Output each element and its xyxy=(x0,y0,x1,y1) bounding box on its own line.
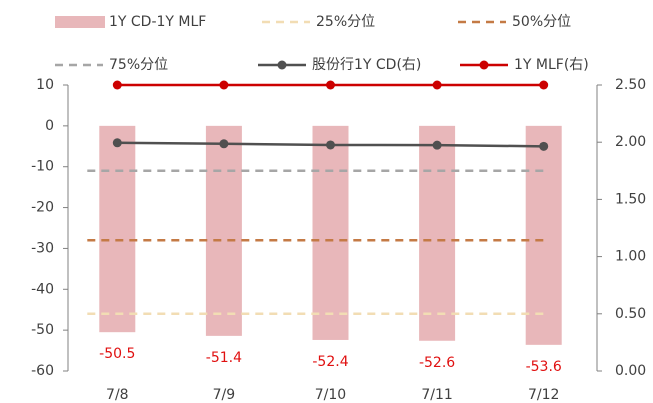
data-label: -52.6 xyxy=(419,355,455,371)
data-label: -50.5 xyxy=(99,346,135,362)
y2-tick-label: 1.50 xyxy=(615,191,646,207)
y-tick-label: 0 xyxy=(45,118,54,134)
marker xyxy=(112,80,122,90)
legend-label: 股份行1Y CD(右) xyxy=(312,57,421,73)
data-label: -52.4 xyxy=(312,354,348,370)
y2-tick-label: 0.00 xyxy=(615,363,646,379)
legend-marker xyxy=(277,60,287,70)
marker xyxy=(432,80,442,90)
data-label: -53.6 xyxy=(526,359,562,375)
marker xyxy=(432,140,442,150)
bar xyxy=(99,125,136,333)
y-tick-label: -60 xyxy=(31,363,54,379)
marker xyxy=(219,139,229,149)
legend-label: 75%分位 xyxy=(109,57,168,73)
marker xyxy=(112,138,122,148)
y-tick-label: -40 xyxy=(31,281,54,297)
marker xyxy=(326,140,335,150)
legend-label: 50%分位 xyxy=(512,14,571,30)
y-tick-label: -50 xyxy=(31,322,54,338)
legend-swatch xyxy=(55,16,105,28)
legend-label: 1Y CD-1Y MLF xyxy=(109,14,206,30)
y-tick-label: -30 xyxy=(31,240,54,256)
marker xyxy=(539,80,549,90)
y2-tick-label: 0.50 xyxy=(615,306,646,322)
data-label: -51.4 xyxy=(206,350,242,366)
marker xyxy=(326,80,335,90)
bar xyxy=(419,125,456,341)
y-tick-label: 10 xyxy=(36,77,54,93)
legend-marker xyxy=(479,60,489,70)
y-tick-label: -10 xyxy=(31,159,54,175)
x-tick-label: 7/12 xyxy=(528,387,559,403)
y-tick-label: -20 xyxy=(31,200,54,216)
legend-label: 1Y MLF(右) xyxy=(514,57,589,73)
y2-tick-label: 1.00 xyxy=(615,249,646,265)
x-tick-label: 7/11 xyxy=(421,387,452,403)
x-tick-label: 7/10 xyxy=(315,387,346,403)
marker xyxy=(539,141,549,151)
marker xyxy=(219,80,229,90)
bar xyxy=(525,125,562,345)
bar xyxy=(312,125,349,340)
y2-tick-label: 2.50 xyxy=(615,77,646,93)
x-tick-label: 7/9 xyxy=(213,387,236,403)
bar xyxy=(205,125,242,336)
y2-tick-label: 2.00 xyxy=(615,134,646,150)
legend-label: 25%分位 xyxy=(316,14,375,30)
x-tick-label: 7/8 xyxy=(106,387,129,403)
